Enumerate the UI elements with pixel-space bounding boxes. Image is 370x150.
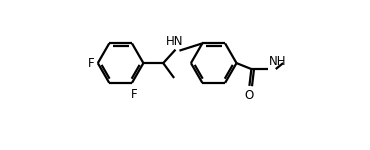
- Text: HN: HN: [166, 35, 183, 48]
- Text: F: F: [88, 57, 94, 70]
- Text: O: O: [245, 89, 254, 102]
- Text: NH: NH: [269, 55, 287, 68]
- Text: F: F: [131, 88, 138, 101]
